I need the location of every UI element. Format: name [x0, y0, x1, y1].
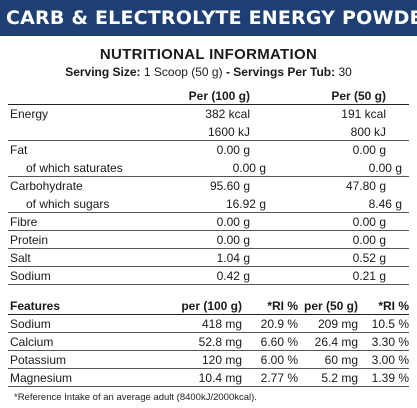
row-per-50g: 0.00 g: [368, 160, 402, 175]
serving-separator: -: [225, 65, 230, 79]
row-label: Protein: [10, 232, 49, 247]
serving-size-label: Serving Size:: [65, 65, 141, 79]
minerals-header-row: Features per (100 g) *RI % per (50 g) *R…: [8, 297, 409, 315]
table-row: Salt 1.04 g 0.52 g: [8, 249, 409, 267]
table-row: Potassium 120 mg 6.00 % 60 mg 3.00 %: [8, 351, 409, 369]
product-title: CARB & ELECTROLYTE ENERGY POWDER 1.5KG: [6, 7, 417, 29]
row-label: Sodium: [10, 316, 51, 331]
row-per-100g: 0.00 g: [232, 160, 266, 175]
header-per-100g: per (100 g): [181, 298, 242, 313]
reference-intake-footnote: *Reference Intake of an average adult (8…: [14, 392, 257, 403]
table-row: Magnesium 10.4 mg 2.77 % 5.2 mg 1.39 %: [8, 369, 409, 387]
row-per-100g: 52.8 mg: [198, 334, 242, 349]
table-row: Sodium 0.42 g 0.21 g: [8, 267, 409, 285]
row-per-100g: 0.00 g: [216, 232, 250, 247]
serving-size-value: 1 Scoop (50 g): [143, 65, 223, 79]
row-ri-100g: 20.9 %: [260, 316, 298, 331]
nutrition-table: Per (100 g) Per (50 g) Energy 382 kcal 1…: [8, 87, 409, 285]
row-per-50g: 800 kJ: [350, 124, 386, 139]
header-ri-50g: *RI %: [378, 298, 409, 313]
table-row: Carbohydrate 95.60 g 47.80 g: [8, 177, 409, 195]
row-per-100g: 10.4 mg: [198, 370, 242, 385]
table-row: Sodium 418 mg 20.9 % 209 mg 10.5 %: [8, 315, 409, 333]
row-per-50g: 0.52 g: [352, 250, 386, 265]
row-per-50g: 5.2 mg: [321, 370, 358, 385]
table-row: Fibre 0.00 g 0.00 g: [8, 213, 409, 231]
row-ri-100g: 6.00 %: [260, 352, 298, 367]
row-per-100g: 0.00 g: [216, 143, 250, 157]
row-per-100g: 0.42 g: [216, 268, 250, 283]
servings-per-tub-label: Servings Per Tub:: [233, 65, 336, 79]
row-label: Potassium: [10, 352, 67, 367]
row-ri-50g: 10.5 %: [371, 316, 409, 331]
row-per-50g: 47.80 g: [345, 179, 386, 193]
table-row: Fat 0.00 g 0.00 g: [8, 141, 409, 159]
row-per-100g: 1600 kJ: [207, 124, 250, 139]
row-per-50g: 0.00 g: [352, 232, 386, 247]
row-per-50g: 8.46 g: [368, 196, 402, 211]
product-title-banner: CARB & ELECTROLYTE ENERGY POWDER 1.5KG: [0, 0, 417, 36]
row-per-100g: 382 kcal: [205, 107, 250, 121]
row-label: of which saturates: [26, 160, 123, 175]
header-per-50g: Per (50 g): [331, 88, 386, 103]
header-features: Features: [10, 298, 61, 313]
header-per-100g: Per (100 g): [188, 88, 250, 103]
row-ri-50g: 3.30 %: [371, 334, 409, 349]
table-row: Calcium 52.8 mg 6.60 % 26.4 mg 3.30 %: [8, 333, 409, 351]
nutrition-header-row: Per (100 g) Per (50 g): [8, 87, 409, 105]
row-ri-100g: 6.60 %: [260, 334, 298, 349]
table-row: 1600 kJ 800 kJ: [8, 123, 409, 141]
row-per-100g: 16.92 g: [225, 196, 266, 211]
row-ri-50g: 3.00 %: [371, 352, 409, 367]
row-label: Fat: [10, 143, 28, 157]
row-per-100g: 0.00 g: [216, 214, 250, 229]
row-per-100g: 120 mg: [201, 352, 242, 367]
row-label: Salt: [10, 250, 31, 265]
row-per-50g: 0.21 g: [352, 268, 386, 283]
table-row: Protein 0.00 g 0.00 g: [8, 231, 409, 249]
row-per-100g: 418 mg: [201, 316, 242, 331]
row-per-50g: 209 mg: [317, 316, 358, 331]
row-label: of which sugars: [26, 196, 110, 211]
row-label: Magnesium: [10, 370, 73, 385]
row-per-50g: 60 mg: [324, 352, 358, 367]
row-label: Calcium: [10, 334, 54, 349]
row-label: Energy: [10, 107, 49, 121]
table-row: Energy 382 kcal 191 kcal: [8, 105, 409, 123]
row-ri-50g: 1.39 %: [371, 370, 409, 385]
header-ri-100g: *RI %: [267, 298, 298, 313]
row-label: Fibre: [10, 214, 38, 229]
row-per-50g: 191 kcal: [341, 107, 386, 121]
row-per-50g: 0.00 g: [352, 214, 386, 229]
row-per-100g: 1.04 g: [216, 250, 250, 265]
serving-info: Serving Size: 1 Scoop (50 g) - Servings …: [0, 64, 417, 80]
row-per-50g: 26.4 mg: [314, 334, 358, 349]
header-per-50g: per (50 g): [303, 298, 358, 313]
nutrition-heading: NUTRITIONAL INFORMATION: [99, 46, 318, 63]
table-row: of which saturates 0.00 g 0.00 g: [8, 159, 409, 177]
row-label: Carbohydrate: [10, 179, 83, 193]
row-ri-100g: 2.77 %: [260, 370, 298, 385]
minerals-table: Features per (100 g) *RI % per (50 g) *R…: [8, 297, 409, 387]
row-label: Sodium: [10, 268, 51, 283]
row-per-100g: 95.60 g: [209, 179, 250, 193]
servings-per-tub-value: 30: [338, 65, 352, 79]
row-per-50g: 0.00 g: [352, 143, 386, 157]
table-row: of which sugars 16.92 g 8.46 g: [8, 195, 409, 213]
